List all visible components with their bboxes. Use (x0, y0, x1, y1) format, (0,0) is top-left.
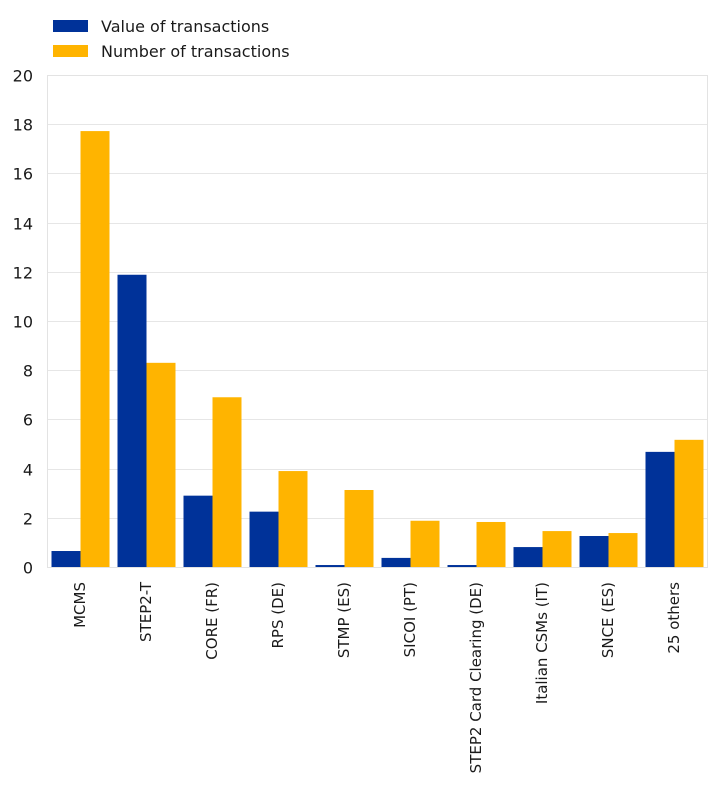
y-tick-label: 8 (23, 362, 33, 381)
x-tick-label: RPS (DE) (269, 582, 287, 649)
bar-value-5 (381, 557, 411, 567)
bar-value-6 (447, 565, 477, 567)
bar-number-1 (146, 362, 176, 567)
bar-number-7 (542, 531, 572, 567)
plot-frame (47, 75, 708, 568)
bar-number-6 (476, 521, 506, 567)
legend-swatch-number (53, 45, 88, 57)
legend-label-number: Number of transactions (101, 42, 290, 61)
y-tick-label: 16 (13, 165, 33, 184)
bar-value-3 (249, 511, 279, 567)
y-tick-label: 14 (13, 215, 33, 234)
bar-value-2 (183, 495, 213, 567)
bar-number-5 (410, 520, 440, 567)
y-tick-label: 12 (13, 264, 33, 283)
bar-value-7 (513, 547, 543, 567)
y-tick-label: 6 (23, 411, 33, 430)
bars (51, 131, 704, 567)
y-tick-label: 0 (23, 559, 33, 578)
x-tick-label: STEP2 Card Clearing (DE) (467, 582, 485, 773)
bar-number-3 (278, 471, 308, 567)
y-tick-label: 10 (13, 313, 33, 332)
y-tick-label: 4 (23, 461, 33, 480)
bar-number-9 (674, 439, 704, 567)
bar-value-9 (645, 451, 675, 567)
legend: Value of transactions Number of transacti… (53, 17, 290, 61)
x-tick-label: STMP (ES) (335, 582, 353, 658)
bar-number-8 (608, 533, 638, 567)
x-tick-label: SICOI (PT) (401, 582, 419, 657)
y-axis: 0 2 4 6 8 10 12 14 16 18 20 (13, 67, 33, 578)
bar-number-0 (80, 131, 110, 567)
bar-number-2 (212, 397, 242, 567)
y-tick-label: 2 (23, 510, 33, 529)
bar-number-4 (344, 490, 374, 567)
x-tick-label: STEP2-T (137, 581, 155, 642)
y-tick-label: 20 (13, 67, 33, 86)
legend-swatch-value (53, 20, 88, 32)
x-tick-label: SNCE (ES) (599, 582, 617, 658)
legend-label-value: Value of transactions (101, 17, 269, 36)
x-axis: MCMS STEP2-T CORE (FR) RPS (DE) STMP (ES) SIC… (71, 581, 683, 773)
bar-value-8 (579, 536, 609, 567)
x-tick-label: CORE (FR) (203, 582, 221, 660)
y-tick-label: 18 (13, 116, 33, 135)
x-tick-label: MCMS (71, 582, 89, 628)
bar-value-1 (117, 274, 147, 567)
bar-value-0 (51, 551, 81, 567)
x-tick-label: Italian CSMs (IT) (533, 582, 551, 704)
x-tick-label: 25 others (665, 582, 683, 654)
bar-value-4 (315, 565, 345, 567)
